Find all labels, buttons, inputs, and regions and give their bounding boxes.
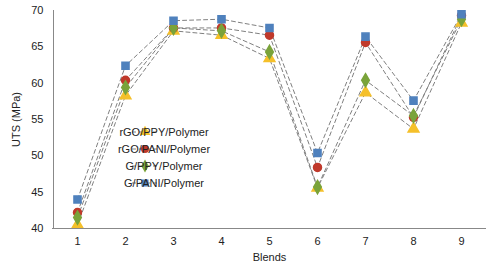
svg-text:9: 9 (458, 235, 464, 247)
svg-text:rGO/PPY/Polymer: rGO/PPY/Polymer (119, 126, 209, 138)
svg-text:40: 40 (31, 222, 43, 234)
svg-text:6: 6 (314, 235, 320, 247)
svg-text:rGO/PANI/Polymer: rGO/PANI/Polymer (118, 143, 210, 155)
svg-text:70: 70 (31, 4, 43, 16)
svg-text:4: 4 (218, 235, 224, 247)
svg-text:1: 1 (74, 235, 80, 247)
svg-text:45: 45 (31, 186, 43, 198)
svg-text:5: 5 (266, 235, 272, 247)
svg-text:60: 60 (31, 77, 43, 89)
svg-text:7: 7 (362, 235, 368, 247)
svg-text:65: 65 (31, 40, 43, 52)
svg-text:8: 8 (410, 235, 416, 247)
svg-text:3: 3 (170, 235, 176, 247)
svg-text:50: 50 (31, 149, 43, 161)
svg-text:UTS (MPa): UTS (MPa) (10, 92, 22, 147)
svg-text:2: 2 (122, 235, 128, 247)
svg-text:G/PPY/Polymer: G/PPY/Polymer (125, 160, 202, 172)
svg-text:G/PANI/Polymer: G/PANI/Polymer (124, 177, 204, 189)
svg-text:Blends: Blends (253, 251, 287, 263)
svg-text:55: 55 (31, 113, 43, 125)
